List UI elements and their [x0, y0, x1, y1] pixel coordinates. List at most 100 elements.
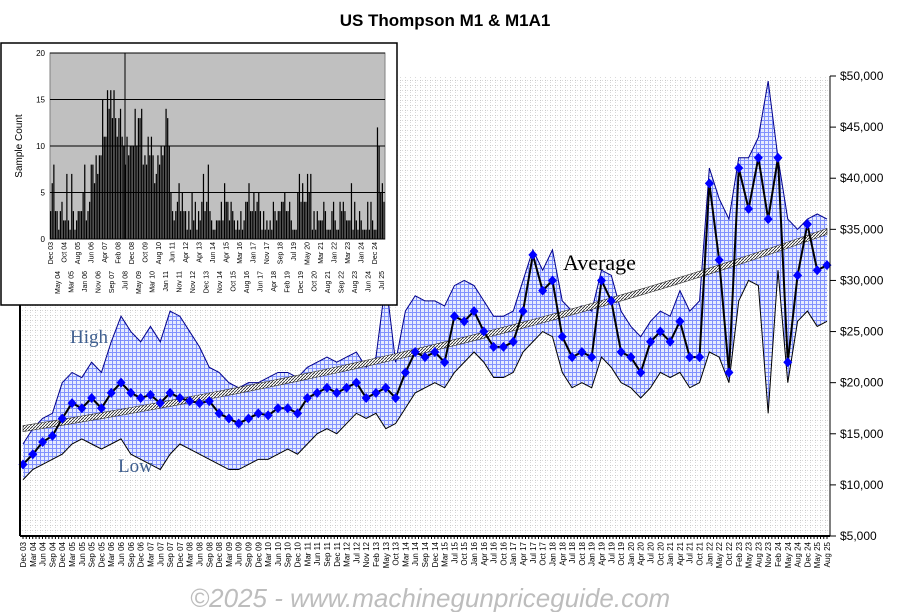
- inset-bar: [368, 229, 370, 239]
- inset-bar: [337, 229, 340, 239]
- inset-bar: [264, 229, 266, 239]
- x-tick-label: Dec 03: [19, 541, 28, 567]
- inset-bar: [321, 220, 323, 239]
- average-point: [342, 382, 352, 393]
- average-point: [410, 347, 420, 357]
- average-point: [802, 219, 812, 230]
- average-point: [332, 387, 342, 398]
- inset-bar: [74, 229, 76, 239]
- average-point: [714, 255, 724, 265]
- average-point: [400, 367, 410, 378]
- inset-bar: [344, 211, 346, 239]
- inset-bar: [59, 211, 61, 239]
- inset-bar: [129, 146, 131, 239]
- inset-x-tick-label: Jan 24: [359, 242, 366, 263]
- inset-bar: [123, 146, 125, 239]
- inset-bar: [201, 201, 203, 239]
- x-tick-label: Dec 08: [215, 541, 224, 567]
- inset-bar: [178, 183, 180, 239]
- average-point: [449, 311, 459, 322]
- inset-bar: [66, 173, 68, 239]
- x-tick-label: Feb 13: [372, 541, 381, 566]
- inset-bar: [334, 220, 336, 239]
- average-point: [587, 352, 597, 363]
- inset-bar: [71, 173, 73, 239]
- inset-bar: [303, 201, 305, 239]
- inset-bar: [92, 164, 94, 239]
- y-tick-label: $15,000: [840, 427, 884, 441]
- inset-bar: [269, 220, 271, 239]
- inset-bar: [53, 164, 55, 239]
- inset-bar: [126, 136, 128, 239]
- x-tick-label: Aug 24: [794, 541, 803, 567]
- inset-bar: [79, 211, 81, 239]
- x-tick-label: Jul 16: [490, 541, 499, 563]
- inset-bar: [295, 229, 297, 239]
- inset-bar: [228, 220, 231, 239]
- inset-bar: [215, 220, 218, 239]
- x-tick-label: Jul 18: [568, 541, 577, 563]
- inset-bar: [54, 211, 57, 239]
- inset-bar: [171, 211, 174, 239]
- x-tick-label: Dec 09: [254, 541, 263, 567]
- inset-bar: [336, 229, 338, 239]
- inset-bar: [64, 220, 66, 239]
- average-point: [391, 393, 401, 403]
- inset-bar: [147, 136, 149, 239]
- inset-bar: [360, 220, 362, 239]
- inset-bar: [315, 229, 317, 239]
- inset-bar: [157, 155, 159, 239]
- average-point: [116, 377, 126, 388]
- inset-x-tick-label: Sep 18: [278, 242, 285, 264]
- x-tick-label: Jul 21: [686, 541, 695, 563]
- inset-x-tick-label: Aug 16: [244, 271, 251, 293]
- inset-bar: [212, 229, 214, 239]
- inset-x-tick-label: Dec 13: [203, 271, 210, 293]
- inset-bar: [271, 229, 273, 239]
- average-point: [145, 389, 155, 400]
- inset-bar: [367, 201, 369, 239]
- x-tick-label: Aug 25: [823, 541, 832, 567]
- inset-bar: [111, 118, 114, 239]
- inset-bar: [332, 201, 335, 239]
- inset-bar: [184, 211, 187, 239]
- inset-bar: [141, 108, 143, 239]
- inset-bar: [128, 155, 130, 239]
- x-tick-label: Feb 23: [735, 541, 744, 566]
- inset-bar: [118, 118, 120, 239]
- x-tick-label: Dec 04: [58, 541, 67, 567]
- y-tick-label: $35,000: [840, 222, 884, 236]
- inset-bar: [230, 201, 232, 239]
- average-point: [47, 430, 57, 441]
- inset-bar: [167, 118, 169, 239]
- average-point: [596, 275, 606, 286]
- inset-x-tick-label: Jan 11: [163, 271, 170, 292]
- inset-bar: [144, 155, 146, 239]
- watermark: ©2025 - www.machinegunpriceguide.com: [190, 583, 670, 612]
- inset-bar: [280, 201, 283, 239]
- x-tick-label: Jan 16: [470, 541, 479, 566]
- inset-bar: [381, 183, 383, 239]
- average-point: [508, 336, 518, 347]
- average-point: [547, 275, 557, 286]
- inset-bar: [282, 201, 284, 239]
- inset-bar: [354, 201, 356, 239]
- inset-bar: [383, 201, 385, 239]
- inset-bar: [326, 229, 328, 239]
- inset-bar: [170, 192, 172, 239]
- inset-bar: [197, 211, 200, 239]
- inset-x-tick-label: Nov 17: [264, 242, 271, 264]
- inset-bar: [61, 201, 63, 239]
- x-tick-label: Sep 05: [88, 541, 97, 567]
- inset-bar: [222, 220, 224, 239]
- average-point: [783, 357, 793, 368]
- inset-bar: [132, 146, 135, 239]
- x-tick-label: Dec 06: [137, 541, 146, 567]
- inset-bar: [72, 211, 74, 239]
- x-tick-label: Jul 15: [450, 541, 459, 563]
- inset-bar: [274, 211, 276, 239]
- main-plot: $5,000 $10,000 $15,000 $20,000 $25,000 $30,00…: [18, 69, 884, 612]
- inset-bar: [50, 211, 52, 239]
